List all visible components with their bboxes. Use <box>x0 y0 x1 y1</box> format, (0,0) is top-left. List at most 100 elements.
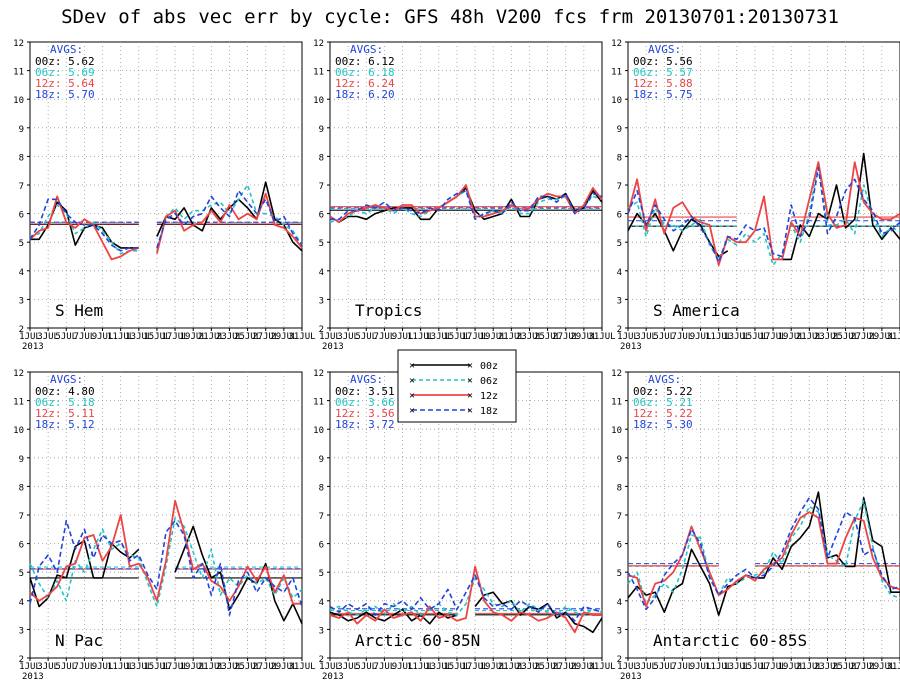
x-tick-label: 1JUL <box>19 662 41 672</box>
x-tick-label: 13JUL <box>425 332 452 342</box>
x-tick-label: 13JUL <box>723 332 750 342</box>
y-tick-label: 8 <box>617 153 622 163</box>
x-tick-label: 21JUL <box>796 332 823 342</box>
avg-value-06z: 06z: 5.18 <box>35 396 95 409</box>
series-line-00z <box>627 491 900 616</box>
avgs-header: AVGS: <box>648 373 681 386</box>
x-tick-label: 25JUL <box>534 662 561 672</box>
avg-value-00z: 00z: 3.51 <box>335 385 395 398</box>
panel: 234567891011121JUL3JUL5JUL7JUL9JUL11JUL1… <box>13 369 315 682</box>
legend-marker-18z: × <box>467 406 473 417</box>
y-tick-label: 4 <box>617 598 622 608</box>
avg-value-06z: 06z: 5.57 <box>633 66 693 79</box>
year-label: 2013 <box>322 672 344 682</box>
y-tick-label: 7 <box>319 512 324 522</box>
x-tick-label: 3JUL <box>37 662 59 672</box>
x-tick-label: 17JUL <box>162 332 189 342</box>
x-tick-label: 7JUL <box>74 332 96 342</box>
x-tick-label: 17JUL <box>760 332 787 342</box>
y-tick-label: 3 <box>617 296 622 306</box>
x-tick-label: 1JUL <box>617 332 639 342</box>
x-tick-label: 3JUL <box>337 662 359 672</box>
x-tick-label: 25JUL <box>534 332 561 342</box>
legend-box <box>397 349 517 423</box>
x-tick-label: 27JUL <box>850 332 877 342</box>
x-tick-label: 27JUL <box>552 662 579 672</box>
y-tick-label: 9 <box>19 125 24 135</box>
y-tick-label: 2 <box>617 655 622 665</box>
x-tick-label: 5JUL <box>55 662 77 672</box>
y-tick-label: 3 <box>319 296 324 306</box>
avgs-header: AVGS: <box>50 373 83 386</box>
year-label: 2013 <box>22 672 44 682</box>
y-tick-label: 12 <box>611 369 622 379</box>
x-tick-label: 5JUL <box>55 332 77 342</box>
y-tick-label: 8 <box>19 153 24 163</box>
x-tick-label: 21JUL <box>198 332 225 342</box>
x-tick-label: 27JUL <box>252 332 279 342</box>
x-tick-label: 11JUL <box>107 332 134 342</box>
series-line-12z <box>329 184 603 224</box>
legend-marker-12z: × <box>467 391 473 402</box>
y-tick-label: 5 <box>19 569 24 579</box>
legend-marker-06z: × <box>409 376 415 387</box>
series-line-18z <box>29 519 303 616</box>
avg-value-18z: 18z: 3.72 <box>335 418 395 431</box>
x-tick-label: 9JUL <box>690 332 712 342</box>
panel: 234567891011121JUL3JUL5JUL7JUL9JUL11JUL1… <box>313 39 615 352</box>
series-line-00z <box>329 608 458 625</box>
avg-value-18z: 18z: 5.12 <box>35 418 95 431</box>
x-tick-label: 11JUL <box>705 662 732 672</box>
avg-value-18z: 18z: 5.75 <box>633 88 693 101</box>
y-tick-label: 9 <box>319 455 324 465</box>
x-tick-label: 31JUL <box>588 662 615 672</box>
x-tick-label: 29JUL <box>270 332 297 342</box>
y-tick-label: 10 <box>13 96 24 106</box>
x-tick-label: 23JUL <box>814 662 841 672</box>
x-tick-label: 31JUL <box>288 332 315 342</box>
x-tick-label: 25JUL <box>832 332 859 342</box>
x-tick-label: 11JUL <box>107 662 134 672</box>
x-tick-label: 23JUL <box>814 332 841 342</box>
y-tick-label: 7 <box>319 182 324 192</box>
avgs-header: AVGS: <box>648 43 681 56</box>
avg-value-12z: 12z: 5.64 <box>35 77 95 90</box>
x-tick-label: 15JUL <box>443 662 470 672</box>
panel: 234567891011121JUL3JUL5JUL7JUL9JUL11JUL1… <box>611 39 900 352</box>
x-tick-label: 19JUL <box>778 662 805 672</box>
y-tick-label: 9 <box>19 455 24 465</box>
x-tick-label: 9JUL <box>92 662 114 672</box>
x-tick-label: 17JUL <box>162 662 189 672</box>
y-tick-label: 2 <box>319 325 324 335</box>
x-tick-label: 25JUL <box>832 662 859 672</box>
avg-value-06z: 06z: 5.69 <box>35 66 95 79</box>
y-tick-label: 11 <box>13 68 24 78</box>
x-tick-label: 23JUL <box>216 332 243 342</box>
y-tick-label: 2 <box>19 325 24 335</box>
legend-label-00z: 00z <box>480 361 498 372</box>
y-tick-label: 7 <box>19 512 24 522</box>
legend-label-06z: 06z <box>480 376 498 387</box>
series-line-00z <box>174 525 303 625</box>
x-tick-label: 1JUL <box>319 332 341 342</box>
x-tick-label: 7JUL <box>74 662 96 672</box>
x-tick-label: 25JUL <box>234 662 261 672</box>
y-tick-label: 6 <box>19 211 24 221</box>
legend-marker-06z: × <box>467 376 473 387</box>
avg-value-06z: 06z: 6.18 <box>335 66 395 79</box>
avg-value-00z: 00z: 4.80 <box>35 385 95 398</box>
y-tick-label: 12 <box>313 369 324 379</box>
legend-marker-00z: × <box>409 361 415 372</box>
y-tick-label: 12 <box>13 39 24 49</box>
year-label: 2013 <box>620 672 642 682</box>
y-tick-label: 12 <box>13 369 24 379</box>
series-line-12z <box>627 161 900 267</box>
avg-value-12z: 12z: 5.88 <box>633 77 693 90</box>
x-tick-label: 25JUL <box>234 332 261 342</box>
y-tick-label: 6 <box>319 541 324 551</box>
y-tick-label: 10 <box>313 96 324 106</box>
x-tick-label: 15JUL <box>741 332 768 342</box>
y-tick-label: 8 <box>319 153 324 163</box>
y-tick-label: 2 <box>19 655 24 665</box>
avgs-header: AVGS: <box>350 373 383 386</box>
